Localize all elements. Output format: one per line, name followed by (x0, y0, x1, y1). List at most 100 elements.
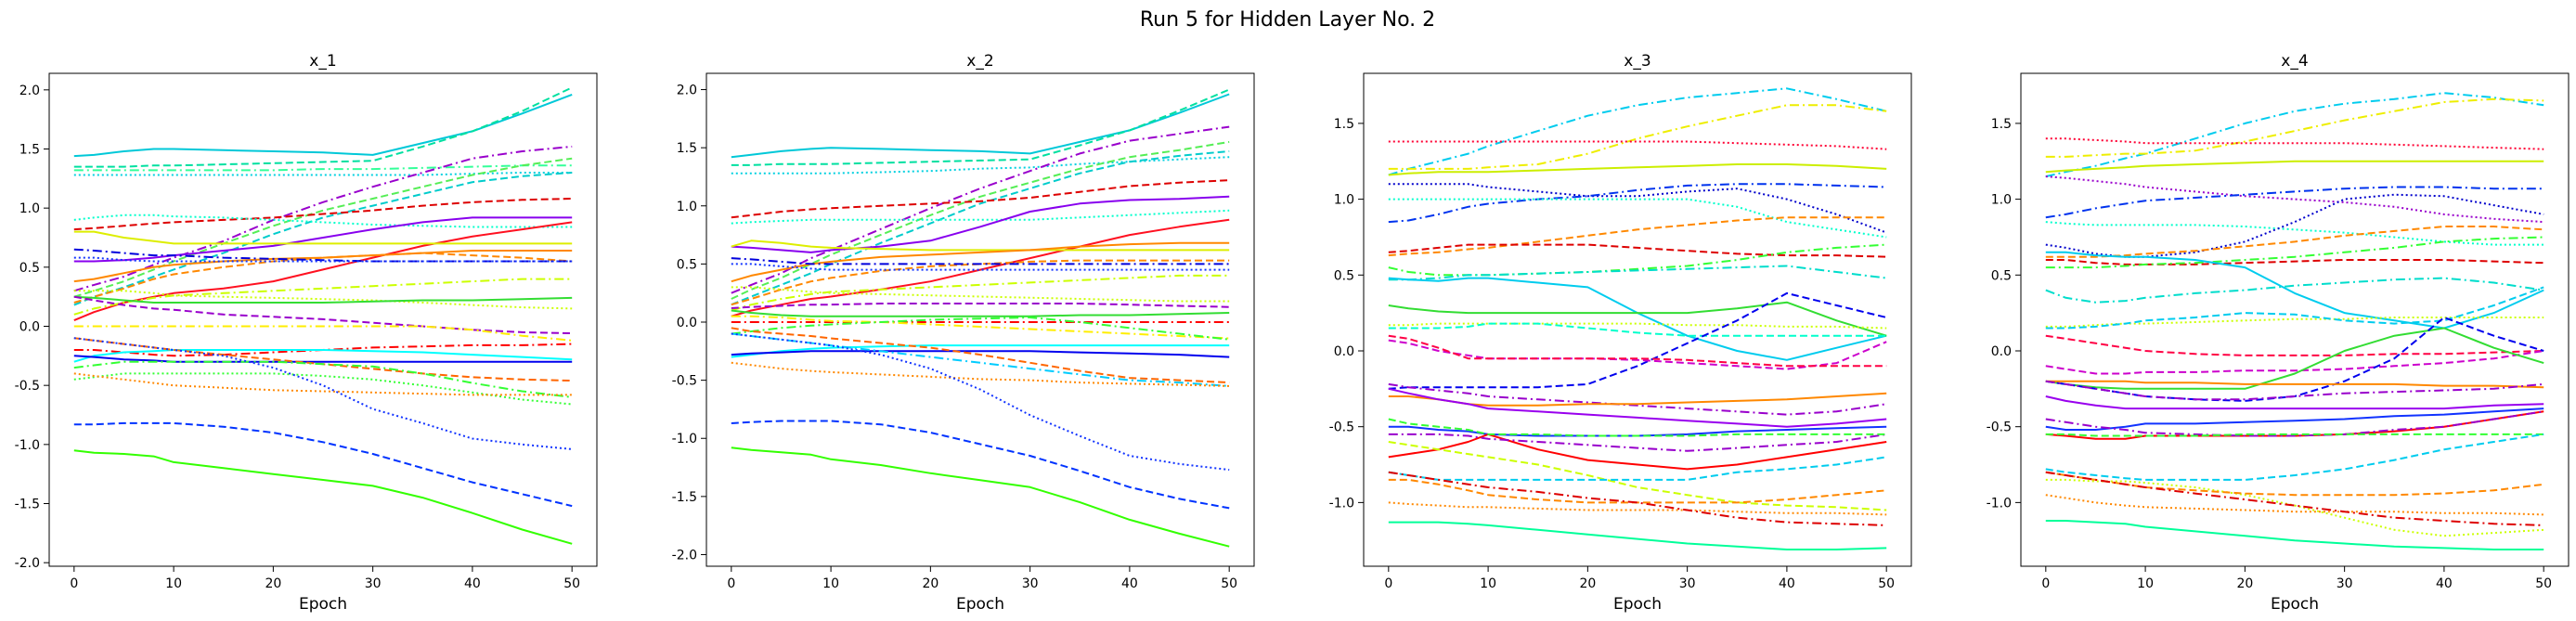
axes-frame (48, 72, 598, 567)
y-tick-label: -1.0 (672, 432, 697, 446)
x-axis-label: Epoch (1613, 595, 1662, 614)
series-line-25 (73, 337, 573, 382)
series-line-30 (2045, 494, 2544, 516)
y-tick-label: 2.0 (677, 84, 697, 98)
subplot-4: 0 10 20 30 40 50 -1.0 -0.5 0.0 0.5 1.0 1.5 x_4 Epoch (1987, 52, 2570, 614)
series-line-12 (73, 230, 573, 245)
x-tick-label: 20 (2236, 576, 2253, 591)
y-tick-label: -1.0 (15, 438, 40, 453)
series-line-30 (731, 446, 1230, 548)
series-line-25 (2045, 410, 2544, 437)
series-line-2 (1388, 104, 1887, 170)
y-tick-label: 1.0 (1991, 193, 2012, 208)
y-tick-label: 1.5 (19, 142, 40, 157)
series-line-29 (731, 420, 1230, 510)
y-tick-label: -0.5 (15, 379, 40, 394)
series-line-21 (1388, 387, 1887, 428)
y-tick-label: 1.5 (1991, 117, 2012, 132)
x-tick-label: 10 (165, 576, 182, 591)
y-tick-label: -1.5 (672, 490, 697, 505)
figure-title: Run 5 for Hidden Layer No. 2 (1140, 8, 1435, 32)
subplot-title: x_4 (2281, 52, 2308, 71)
x-tick-label: 50 (563, 576, 580, 591)
x-tick-label: 20 (1579, 576, 1596, 591)
series-line-27 (2045, 433, 2544, 481)
series-line-14 (73, 252, 573, 304)
x-tick-label: 0 (2041, 576, 2050, 591)
series-line-28 (2045, 478, 2544, 537)
series-line-19 (731, 309, 1230, 317)
series-line-22 (731, 317, 1230, 341)
x-tick-label: 30 (1022, 576, 1039, 591)
series-line-28 (1388, 478, 1887, 504)
x-tick-label: 40 (1121, 576, 1138, 591)
series-line-29 (73, 337, 573, 450)
x-tick-label: 0 (727, 576, 735, 591)
x-axis-label: Epoch (956, 595, 1004, 614)
axes-frame (1363, 72, 1912, 567)
series-line-26 (731, 332, 1230, 387)
x-tick-label: 30 (365, 576, 382, 591)
series-line-26 (1388, 441, 1887, 511)
subplot-title: x_3 (1624, 52, 1650, 71)
series-line-4 (731, 125, 1230, 294)
series-line-11 (731, 239, 1230, 252)
series-line-6 (2045, 186, 2544, 219)
series-line-24 (731, 350, 1230, 358)
series-line-31 (73, 449, 573, 545)
series-group (731, 88, 1230, 548)
series-line-24 (1388, 433, 1887, 452)
x-tick-label: 0 (1384, 576, 1392, 591)
series-line-4 (2045, 160, 2544, 174)
series-line-12 (1388, 277, 1887, 361)
series-line-26 (73, 360, 573, 398)
series-line-20 (2045, 380, 2544, 389)
series-line-30 (1388, 471, 1887, 526)
y-tick-label: 0.5 (19, 261, 40, 276)
series-line-32 (2045, 520, 2544, 550)
series-line-16 (1388, 291, 1887, 390)
series-line-5 (73, 145, 573, 292)
x-tick-label: 50 (1221, 576, 1237, 591)
series-line-30 (73, 421, 573, 508)
x-tick-label: 40 (2436, 576, 2453, 591)
x-tick-label: 30 (2337, 576, 2353, 591)
series-line-20 (73, 295, 573, 335)
series-line-9 (731, 195, 1230, 253)
series-group (73, 86, 573, 545)
series-group (1388, 87, 1887, 550)
series-line-2 (731, 88, 1230, 166)
series-line-11 (1388, 265, 1887, 281)
series-line-31 (1388, 521, 1887, 550)
x-tick-label: 10 (822, 576, 839, 591)
series-line-27 (731, 361, 1230, 387)
series-line-7 (73, 172, 573, 306)
y-tick-label: 1.0 (1334, 193, 1354, 208)
series-line-11 (2045, 236, 2544, 269)
x-tick-label: 10 (1480, 576, 1496, 591)
series-line-17 (2045, 350, 2544, 375)
y-tick-label: 0.0 (19, 320, 40, 335)
axes-frame (705, 72, 1255, 567)
series-line-22 (73, 343, 573, 357)
x-tick-label: 20 (922, 576, 938, 591)
plot-area (706, 73, 1254, 566)
series-line-18 (2045, 327, 2544, 390)
series-line-18 (1388, 334, 1887, 368)
series-line-2 (73, 86, 573, 168)
subplot-title: x_1 (309, 52, 336, 71)
series-line-9 (2045, 226, 2544, 258)
series-line-1 (1388, 87, 1887, 176)
y-tick-label: 1.0 (677, 200, 697, 214)
y-tick-label: 0.5 (1334, 268, 1354, 283)
series-line-13 (731, 259, 1230, 306)
series-line-4 (1388, 163, 1887, 176)
axes-frame (2020, 72, 2570, 567)
series-line-6 (73, 157, 573, 298)
series-line-6 (731, 149, 1230, 306)
series-line-17 (73, 278, 573, 316)
series-line-27 (73, 372, 573, 406)
series-line-25 (1388, 418, 1887, 437)
y-tick-label: 1.5 (677, 141, 697, 156)
